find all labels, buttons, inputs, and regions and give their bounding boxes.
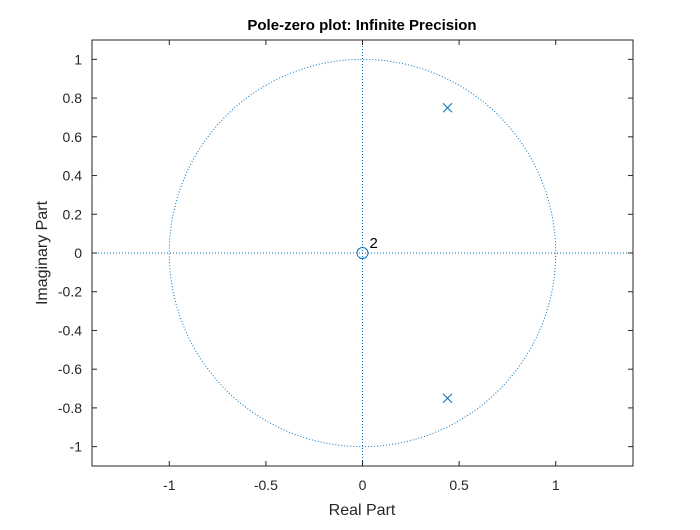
x-axis-ticks: -1 -0.5 0 0.5 1: [163, 40, 560, 493]
pole-marker: [442, 102, 453, 113]
y-tick-label: -0.6: [58, 361, 82, 377]
marker-layer: 2: [356, 102, 453, 404]
y-tick-label: 0: [74, 245, 82, 261]
plot-area: 2: [91, 39, 634, 467]
pole-marker: [442, 393, 453, 404]
x-tick-label: 0: [359, 477, 367, 493]
y-tick-label: -0.2: [58, 284, 82, 300]
x-tick-label: -1: [163, 477, 176, 493]
reference-layer: [92, 40, 633, 466]
unit-circle: [168, 58, 557, 448]
x-tick-label: -0.5: [254, 477, 278, 493]
pole-marker-stroke: [442, 393, 453, 404]
x-tick-label: 1: [552, 477, 560, 493]
y-tick-label: -0.8: [58, 400, 82, 416]
y-axis-label: Imaginary Part: [34, 200, 51, 305]
x-axis-label: Real Part: [329, 502, 396, 519]
zero-multiplicity-label: 2: [370, 235, 378, 252]
y-axis-ticks: 1 0.8 0.6 0.4 0.2 0 -0.2 -0.4 -0.6 -0.8 -1: [58, 51, 633, 455]
y-tick-label: -0.4: [58, 322, 82, 338]
y-tick-label: 1: [74, 51, 82, 67]
chart-title: Pole-zero plot: Infinite Precision: [247, 17, 476, 34]
y-tick-label: 0.8: [63, 90, 83, 106]
y-tick-label: -1: [70, 439, 83, 455]
zero-marker: [356, 247, 369, 259]
x-tick-label: 0.5: [449, 477, 469, 493]
y-tick-label: 0.2: [63, 206, 83, 222]
pole-marker-stroke: [442, 102, 453, 113]
y-tick-label: 0.6: [63, 129, 83, 145]
y-tick-label: 0.4: [63, 168, 83, 184]
